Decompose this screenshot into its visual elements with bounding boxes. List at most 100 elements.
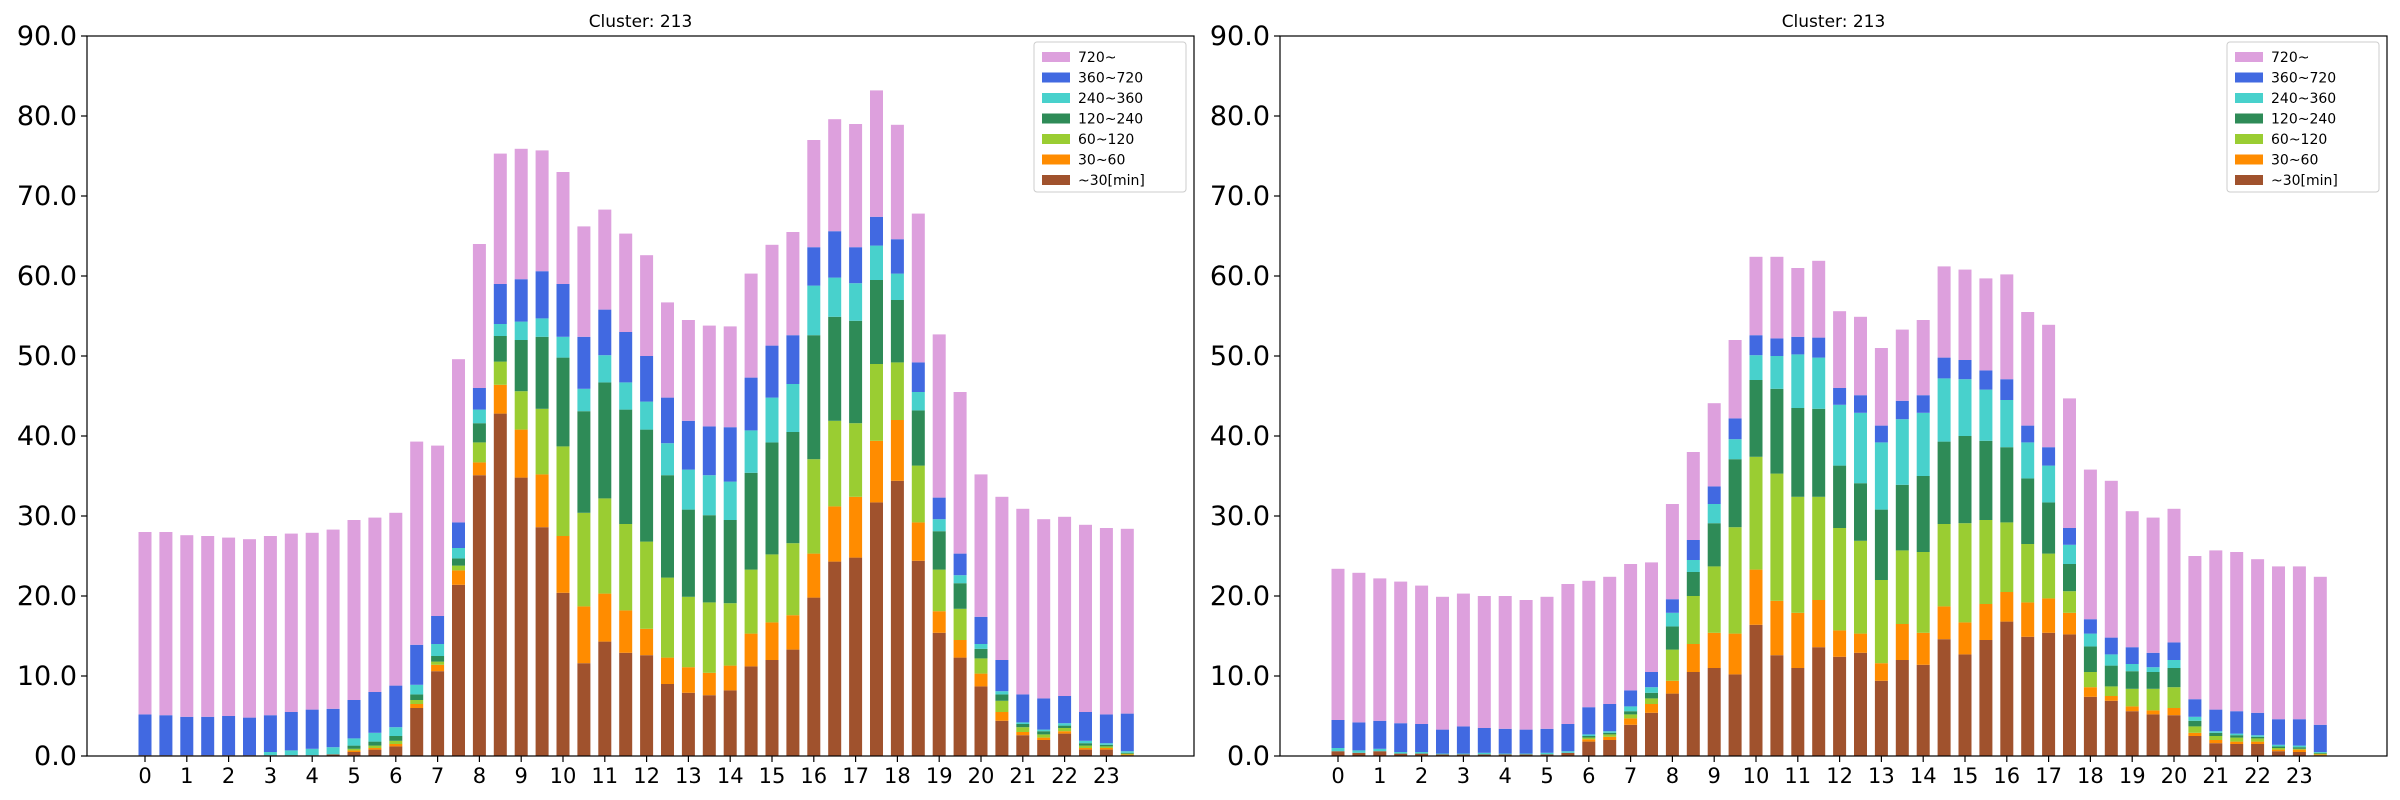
legend-entry: 240~360: [2271, 91, 2336, 107]
bar-segment: [870, 502, 883, 756]
bar-segment: [2000, 592, 2014, 622]
x-tick-label: 22: [1051, 764, 1078, 788]
x-tick-label: 2: [222, 764, 235, 788]
bar-segment: [2104, 480, 2118, 638]
bar-segment: [807, 247, 821, 286]
bar-segment: [890, 362, 904, 420]
bar-segment: [870, 216, 883, 246]
bar-segment: [2083, 619, 2097, 634]
bar-segment: [1728, 459, 1742, 528]
bar-segment: [1874, 509, 1888, 580]
bar-segment: [1707, 632, 1721, 668]
bar-segment: [1874, 580, 1888, 664]
bar-segment: [1707, 403, 1721, 487]
bar-segment: [1874, 425, 1888, 443]
bar-segment: [1373, 751, 1387, 756]
bar-segment: [2188, 699, 2202, 717]
legend-swatch: [1042, 154, 1070, 165]
bar-segment: [702, 695, 716, 756]
bar-segment: [849, 423, 863, 497]
bar-segment: [2146, 667, 2160, 672]
bar-segment: [828, 506, 842, 562]
bar-segment: [1770, 655, 1784, 756]
bar-segment: [932, 519, 946, 532]
bar-segment: [1958, 269, 1972, 360]
bar-segment: [305, 709, 319, 749]
bar-segment: [2292, 749, 2306, 752]
bar-segment: [1916, 395, 1930, 413]
legend-swatch: [2235, 93, 2263, 103]
bar-segment: [2125, 671, 2139, 689]
bar-segment: [1958, 436, 1972, 524]
bar-segment: [431, 664, 445, 672]
bar-segment: [1603, 740, 1617, 756]
bar-segment: [1665, 626, 1679, 650]
bar-segment: [1331, 720, 1345, 748]
bar-segment: [681, 692, 695, 756]
bar-segment: [661, 475, 674, 578]
bar-segment: [1016, 694, 1030, 723]
bar-segment: [661, 443, 674, 476]
bar-segment: [681, 469, 695, 510]
bar-segment: [911, 560, 925, 756]
y-tick-label: 10.0: [1210, 661, 1270, 692]
bar-segment: [2230, 711, 2244, 734]
legend-swatch: [1042, 72, 1070, 83]
x-tick-label: 18: [2077, 764, 2104, 788]
bar-segment: [1686, 452, 1700, 540]
bar-segment: [1477, 754, 1491, 756]
bar-segment: [2188, 732, 2202, 736]
bar-segment: [1331, 748, 1345, 752]
legend-swatch: [1042, 134, 1070, 144]
bar-segment: [2313, 754, 2327, 756]
bar-segment: [347, 738, 361, 746]
bar-segment: [284, 712, 298, 751]
legend-swatch: [2235, 134, 2263, 144]
bar-segment: [1874, 663, 1888, 681]
bar-segment: [828, 561, 842, 756]
bar-segment: [870, 364, 883, 441]
bar-segment: [765, 244, 779, 346]
bar-segment: [2042, 598, 2056, 633]
bar-segment: [953, 657, 967, 756]
legend: 720~ 360~720 240~360 120~240 60~120 30~60 ~30[…: [1033, 41, 1187, 193]
bar-segment: [2167, 660, 2181, 668]
bar-segment: [974, 658, 988, 674]
legend-box: [1033, 41, 1187, 193]
bar-segment: [786, 384, 800, 432]
bar-segment: [995, 700, 1009, 712]
bar-segment: [1016, 722, 1030, 724]
bar-segment: [577, 411, 591, 513]
bar-segment: [1120, 751, 1134, 753]
bar-segment: [1561, 751, 1575, 753]
bar-segment: [1958, 379, 1972, 436]
bar-segment: [1016, 724, 1030, 728]
bar-segment: [1958, 523, 1972, 623]
bar-segment: [2230, 744, 2244, 756]
x-tick-label: 6: [1582, 764, 1595, 788]
bar-segment: [2146, 517, 2160, 653]
bar-segment: [1812, 337, 1826, 358]
bar-segment: [1456, 753, 1470, 755]
y-tick-label: 80.0: [17, 101, 77, 132]
bar-segment: [389, 727, 403, 736]
bar-segment: [619, 382, 633, 410]
bar-segment: [765, 554, 779, 623]
bar-segment: [472, 244, 486, 388]
bar-segment: [1582, 737, 1596, 740]
chart-title: Cluster: 213: [589, 12, 693, 32]
bar-segment: [2021, 442, 2035, 479]
bar-segment: [1436, 754, 1449, 756]
bar-segment: [410, 684, 424, 695]
bar-segment: [452, 584, 465, 756]
legend-swatch: [2235, 52, 2263, 62]
bar-segment: [661, 657, 674, 684]
bar-segment: [890, 420, 904, 481]
bar-segment: [1854, 316, 1867, 396]
legend-swatch: [2235, 72, 2263, 83]
bar-segment: [326, 754, 340, 756]
bar-segment: [765, 622, 779, 660]
bar-segment: [681, 420, 695, 470]
bar-segment: [389, 512, 403, 686]
bar-segment: [1937, 357, 1951, 379]
